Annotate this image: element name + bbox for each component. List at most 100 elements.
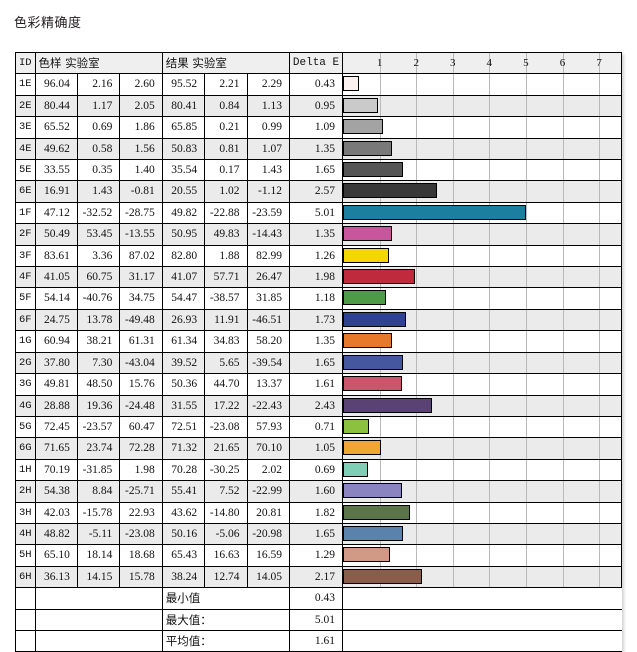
- cell-sample-a: -31.85: [77, 459, 121, 482]
- cell-delta-e: 1.61: [289, 373, 343, 396]
- cell-delta-e: 0.69: [289, 459, 343, 482]
- cell-sample-a: 0.35: [77, 159, 121, 182]
- gridline-5: [525, 395, 527, 416]
- cell-sample-l: 28.88: [35, 395, 78, 417]
- cell-delta-e: 1.65: [289, 352, 343, 375]
- cell-result-b: 2.02: [247, 459, 291, 482]
- gridline-7: [599, 502, 601, 523]
- bar-cell: [342, 73, 622, 96]
- cell-result-l: 54.47: [162, 287, 206, 310]
- gridline-3: [452, 416, 454, 437]
- cell-id: 6G: [16, 437, 36, 460]
- bar-cell: [342, 330, 622, 353]
- cell-result-b: 1.13: [247, 95, 291, 118]
- cell-result-l: 31.55: [162, 395, 206, 417]
- delta-e-bar: [343, 354, 404, 370]
- gridline-6: [562, 566, 564, 587]
- cell-id: 5G: [16, 416, 36, 439]
- delta-e-bar: [343, 397, 432, 413]
- table-row: 5H 65.10 18.14 18.68 65.43 16.63 16.59 1.29: [16, 544, 622, 567]
- gridline-6: [562, 438, 564, 459]
- cell-result-a: -30.25: [204, 459, 248, 482]
- cell-id: 3F: [16, 245, 36, 268]
- table-row: 3E 65.52 0.69 1.86 65.85 0.21 0.99 1.09: [16, 116, 622, 139]
- gridline-7: [599, 416, 601, 437]
- cell-result-b: 1.43: [247, 159, 291, 182]
- delta-e-bar: [343, 461, 369, 477]
- cell-id: 6H: [16, 566, 36, 589]
- cell-result-b: -20.98: [247, 523, 291, 546]
- cell-result-l: 38.24: [162, 566, 206, 589]
- gridline-2: [416, 416, 418, 437]
- cell-sample-a: -23.57: [77, 416, 121, 439]
- gridline-5: [525, 245, 527, 266]
- column-header-id: ID: [16, 53, 36, 75]
- table-row: 6H 36.13 14.15 15.78 38.24 12.74 14.05 2.17: [16, 566, 622, 589]
- summary-row: 最小值 0.43: [16, 587, 622, 610]
- cell-sample-b: -24.48: [119, 395, 163, 417]
- table-row: 1F 47.12 -32.52 -28.75 49.82 -22.88 -23.59 5.01: [16, 202, 622, 225]
- cell-sample-l: 36.13: [35, 566, 78, 589]
- cell-sample-l: 80.44: [35, 95, 78, 118]
- cell-result-a: 0.17: [204, 159, 248, 182]
- cell-delta-e: 0.43: [289, 73, 343, 96]
- gridline-6: [562, 245, 564, 266]
- x-axis-tick-3: 3: [449, 57, 456, 69]
- gridline-7: [599, 309, 601, 330]
- bar-cell: [342, 437, 622, 460]
- gridline-7: [599, 352, 601, 373]
- cell-sample-a: 14.15: [77, 566, 121, 589]
- cell-delta-e: 1.29: [289, 544, 343, 567]
- gridline-6: [562, 331, 564, 352]
- gridline-6: [562, 160, 564, 180]
- cell-delta-e: 0.95: [289, 95, 343, 118]
- table-row: 1G 60.94 38.21 61.31 61.34 34.83 58.20 1.35: [16, 330, 622, 353]
- summary-label: 最大值：: [162, 609, 291, 631]
- table-row: 2H 54.38 8.84 -25.71 55.41 7.52 -22.99 1.60: [16, 480, 622, 503]
- table-row: 4E 49.62 0.58 1.56 50.83 0.81 1.07 1.35: [16, 138, 622, 161]
- gridline-7: [599, 117, 601, 138]
- cell-sample-a: 1.43: [77, 180, 121, 203]
- gridline-5: [525, 502, 527, 523]
- cell-result-l: 65.43: [162, 544, 206, 567]
- gridline-2: [416, 53, 418, 73]
- gridline-3: [452, 523, 454, 544]
- gridline-4: [489, 502, 491, 523]
- cell-result-l: 43.62: [162, 502, 206, 524]
- gridline-5: [525, 181, 527, 202]
- cell-id: 6E: [16, 180, 36, 203]
- cell-id: 4F: [16, 266, 36, 289]
- cell-delta-e: 1.35: [289, 330, 343, 353]
- gridline-7: [599, 395, 601, 416]
- bar-cell: [342, 266, 622, 289]
- cell-sample-b: 60.47: [119, 416, 163, 439]
- cell-sample-a: 48.50: [77, 373, 121, 396]
- cell-result-a: -5.06: [204, 523, 248, 546]
- x-axis-tick-7: 7: [596, 57, 602, 69]
- gridline-4: [489, 224, 491, 245]
- cell-id: 2H: [16, 480, 36, 503]
- cell-sample-l: 49.62: [35, 138, 78, 161]
- bar-cell: [342, 309, 622, 332]
- x-axis-tick-4: 4: [486, 57, 493, 69]
- cell-sample-b: 1.98: [119, 459, 163, 482]
- gridline-5: [525, 438, 527, 459]
- cell-sample-a: -5.11: [77, 523, 121, 546]
- cell-delta-e: 1.98: [289, 266, 343, 289]
- cell-sample-l: 83.61: [35, 245, 78, 268]
- cell-result-a: 49.83: [204, 223, 248, 246]
- gridline-5: [525, 267, 527, 287]
- gridline-5: [525, 138, 527, 159]
- cell-id: 5F: [16, 287, 36, 310]
- delta-e-bar: [343, 183, 437, 199]
- table-row: 5E 33.55 0.35 1.40 35.54 0.17 1.43 1.65: [16, 159, 622, 182]
- gridline-7: [599, 95, 601, 116]
- gridline-2: [416, 160, 418, 180]
- gridline-6: [562, 545, 564, 566]
- cell-sample-b: 2.05: [119, 95, 163, 118]
- gridline-5: [525, 352, 527, 373]
- x-axis: 1 2 3 4 5 6 7: [342, 53, 622, 75]
- summary-spacer: [35, 587, 163, 610]
- gridline-5: [525, 459, 527, 480]
- bar-cell: [342, 373, 622, 396]
